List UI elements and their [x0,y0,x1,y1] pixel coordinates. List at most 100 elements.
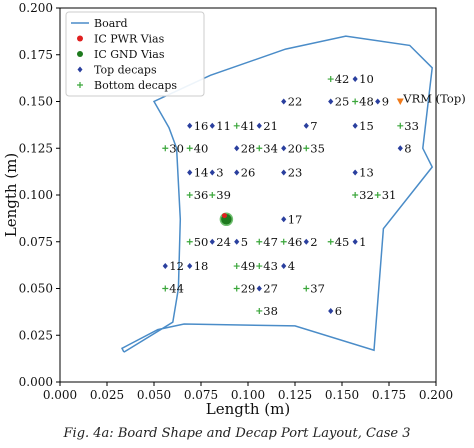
y-tick-label: 0.075 [19,235,53,249]
bottom-decap-marker [233,122,240,129]
top-decap-marker [187,169,193,176]
top-decap-label: 13 [359,166,374,180]
bottom-decap-marker [352,98,359,105]
top-decap-marker [281,145,287,152]
top-decap-marker [281,169,287,176]
points-layer: 1245678910111213141516171820212223242526… [162,72,466,318]
top-decap-label: 28 [241,141,256,155]
top-decap-marker [397,145,403,152]
y-tick-label: 0.025 [19,328,53,342]
x-tick-label: 0.125 [278,388,312,402]
bottom-decap-marker [374,192,381,198]
bottom-decap-marker [352,192,359,198]
y-tick-label: 0.125 [19,141,53,155]
vrm-marker [396,98,404,105]
x-ticks: 0.000 0.025 0.050 0.075 0.100 0.125 0.150 0.175… [43,382,453,402]
bottom-decap-label: 42 [335,72,350,86]
top-decap-label: 23 [288,166,303,180]
bottom-decap-marker [303,145,310,152]
top-decap-label: 17 [288,212,303,226]
top-decap-label: 26 [241,166,256,180]
board-outline-layer [120,35,434,353]
bottom-decap-marker [162,285,169,292]
y-axis-label: Length (m) [2,153,20,238]
legend-plus-icon [77,82,83,88]
top-decap-marker [352,169,358,176]
legend-label: IC PWR Vias [94,33,165,46]
top-decap-label: 22 [288,95,303,109]
x-tick-label: 0.200 [419,388,453,402]
bottom-decap-marker [256,307,263,314]
top-decap-marker [281,216,287,223]
x-tick-label: 0.150 [325,388,359,402]
top-decap-marker [234,145,240,152]
top-decap-label: 15 [359,119,374,133]
bottom-decap-marker [256,263,263,270]
legend-dot-icon [77,35,83,42]
top-decap-label: 25 [335,95,350,109]
top-decap-label: 7 [310,119,317,133]
top-decap-marker [187,122,193,129]
top-decap-marker [352,122,358,129]
top-decap-marker [281,263,287,270]
bottom-decap-marker [186,192,193,198]
top-decap-marker [375,98,381,105]
top-decap-marker [256,122,262,129]
top-decap-label: 4 [288,259,295,273]
y-tick-label: 0.050 [19,282,53,296]
top-decap-marker [209,238,215,245]
top-decap-label: 21 [263,119,278,133]
top-decap-label: 8 [404,141,411,155]
bottom-decap-label: 31 [382,188,397,202]
top-decap-label: 10 [359,72,374,86]
legend-label: Board [94,17,128,30]
top-decap-marker [187,263,193,270]
y-tick-label: 0.175 [19,48,53,62]
legend-label: IC GND Vias [94,48,165,61]
bottom-decap-marker [256,238,263,245]
bottom-decap-label: 32 [359,188,374,202]
bottom-decap-label: 50 [194,235,209,249]
top-decap-label: 1 [359,235,366,249]
top-decap-marker [352,76,358,83]
y-tick-label: 0.150 [19,95,53,109]
top-decap-label: 9 [382,95,389,109]
bottom-decap-marker [186,238,193,245]
bottom-decap-label: 37 [310,282,325,296]
x-tick-label: 0.100 [231,388,265,402]
legend-diamond-icon [77,66,83,73]
bottom-decap-marker [397,122,404,129]
bottom-decap-label: 40 [194,141,209,155]
x-axis-label: Length (m) [206,400,291,418]
top-decap-label: 20 [288,141,303,155]
bottom-decap-marker [327,76,334,83]
top-decap-marker [328,98,334,105]
bottom-decap-label: 33 [404,119,419,133]
top-decap-label: 18 [194,259,209,273]
top-decap-label: 5 [241,235,248,249]
bottom-decap-label: 48 [359,95,374,109]
legend-label: Bottom decaps [94,79,177,92]
legend-dot-icon [77,51,83,57]
top-decap-label: 12 [169,259,184,273]
top-decap-marker [162,263,168,270]
bottom-decap-marker [233,285,240,292]
ic-pwr-via [222,213,227,219]
chart-figure: 0.000 0.025 0.050 0.075 0.100 0.125 0.150 0.175… [2,1,466,418]
bottom-decap-label: 47 [263,235,278,249]
bottom-decap-label: 43 [263,259,278,273]
top-decap-marker [281,98,287,105]
bottom-decap-label: 38 [263,304,278,318]
legend: Board IC PWR Vias IC GND Vias Top decaps Bot… [65,11,205,97]
y-tick-label: 0.200 [19,1,53,15]
x-tick-label: 0.175 [372,388,406,402]
legend-box [65,11,205,97]
top-decap-marker [303,122,309,129]
top-decap-marker [209,169,215,176]
bottom-decap-label: 30 [169,141,184,155]
top-decap-marker [209,122,215,129]
vrm-label: VRM (Top) [402,92,465,106]
x-tick-label: 0.000 [43,388,77,402]
bottom-decap-label: 46 [288,235,303,249]
bottom-decap-label: 45 [335,235,350,249]
